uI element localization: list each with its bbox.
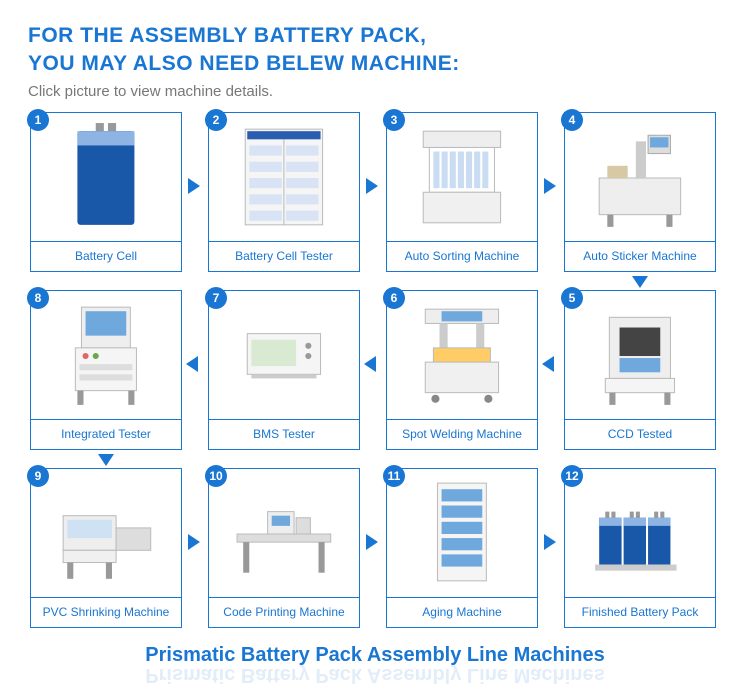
machine-card-3[interactable]: 3 Auto Sorting Machine (386, 112, 538, 272)
machine-card-9[interactable]: 9 PVC Shrinking Machine (30, 468, 182, 628)
machine-card-2[interactable]: 2 Battery Cell Tester (208, 112, 360, 272)
step-badge: 11 (383, 465, 405, 487)
step-badge: 10 (205, 465, 227, 487)
machine-label: PVC Shrinking Machine (31, 597, 181, 627)
ccd-icon (565, 291, 715, 419)
flow-arrow (188, 534, 200, 550)
step-badge: 1 (27, 109, 49, 131)
flow-arrow (366, 534, 378, 550)
sorter-icon (387, 113, 537, 241)
machine-label: Auto Sticker Machine (565, 241, 715, 271)
machine-label: Battery Cell Tester (209, 241, 359, 271)
machine-label: Finished Battery Pack (565, 597, 715, 627)
pack-icon (565, 469, 715, 597)
machine-label: BMS Tester (209, 419, 359, 449)
battery-cell-icon (31, 113, 181, 241)
header: FOR THE ASSEMBLY BATTERY PACK, YOU MAY A… (0, 0, 750, 106)
flow-arrow (544, 178, 556, 194)
machine-card-7[interactable]: 7 BMS Tester (208, 290, 360, 450)
machine-label: CCD Tested (565, 419, 715, 449)
flow-arrow (632, 276, 648, 288)
step-badge: 7 (205, 287, 227, 309)
welder-icon (387, 291, 537, 419)
title-line-1: FOR THE ASSEMBLY BATTERY PACK, (28, 22, 722, 50)
machine-card-5[interactable]: 5 CCD Tested (564, 290, 716, 450)
cabinet-icon (209, 113, 359, 241)
sticker-icon (565, 113, 715, 241)
step-badge: 2 (205, 109, 227, 131)
flow-arrow (544, 534, 556, 550)
bms-icon (209, 291, 359, 419)
machine-card-4[interactable]: 4 Auto Sticker Machine (564, 112, 716, 272)
step-badge: 12 (561, 465, 583, 487)
footer: Prismatic Battery Pack Assembly Line Mac… (0, 644, 750, 686)
title-line-2: YOU MAY ALSO NEED BELEW MACHINE: (28, 50, 722, 78)
step-badge: 5 (561, 287, 583, 309)
machine-label: Code Printing Machine (209, 597, 359, 627)
subtitle: Click picture to view machine details. (28, 83, 722, 100)
step-badge: 6 (383, 287, 405, 309)
machine-card-10[interactable]: 10 Code Printing Machine (208, 468, 360, 628)
aging-icon (387, 469, 537, 597)
machine-label: Spot Welding Machine (387, 419, 537, 449)
pvc-icon (31, 469, 181, 597)
flow-arrow (98, 454, 114, 466)
flow-arrow (186, 356, 198, 372)
step-badge: 8 (27, 287, 49, 309)
itester-icon (31, 291, 181, 419)
machine-card-6[interactable]: 6 Spot Welding Machine (386, 290, 538, 450)
machine-label: Integrated Tester (31, 419, 181, 449)
flow-arrow (364, 356, 376, 372)
machine-label: Auto Sorting Machine (387, 241, 537, 271)
step-badge: 4 (561, 109, 583, 131)
machine-label: Battery Cell (31, 241, 181, 271)
step-badge: 3 (383, 109, 405, 131)
printer-icon (209, 469, 359, 597)
machine-card-11[interactable]: 11 Aging Machine (386, 468, 538, 628)
machine-card-8[interactable]: 8 Integrated Tester (30, 290, 182, 450)
step-badge: 9 (27, 465, 49, 487)
footer-reflection: Prismatic Battery Pack Assembly Line Mac… (0, 663, 750, 686)
machine-label: Aging Machine (387, 597, 537, 627)
machine-card-12[interactable]: 12 Finished Battery Pack (564, 468, 716, 628)
flow-arrow (366, 178, 378, 194)
flow-arrow (188, 178, 200, 194)
machine-card-1[interactable]: 1 Battery Cell (30, 112, 182, 272)
flow-arrow (542, 356, 554, 372)
flow-grid: 1 Battery Cell2 Battery Cell Tester3 Aut… (0, 106, 750, 636)
